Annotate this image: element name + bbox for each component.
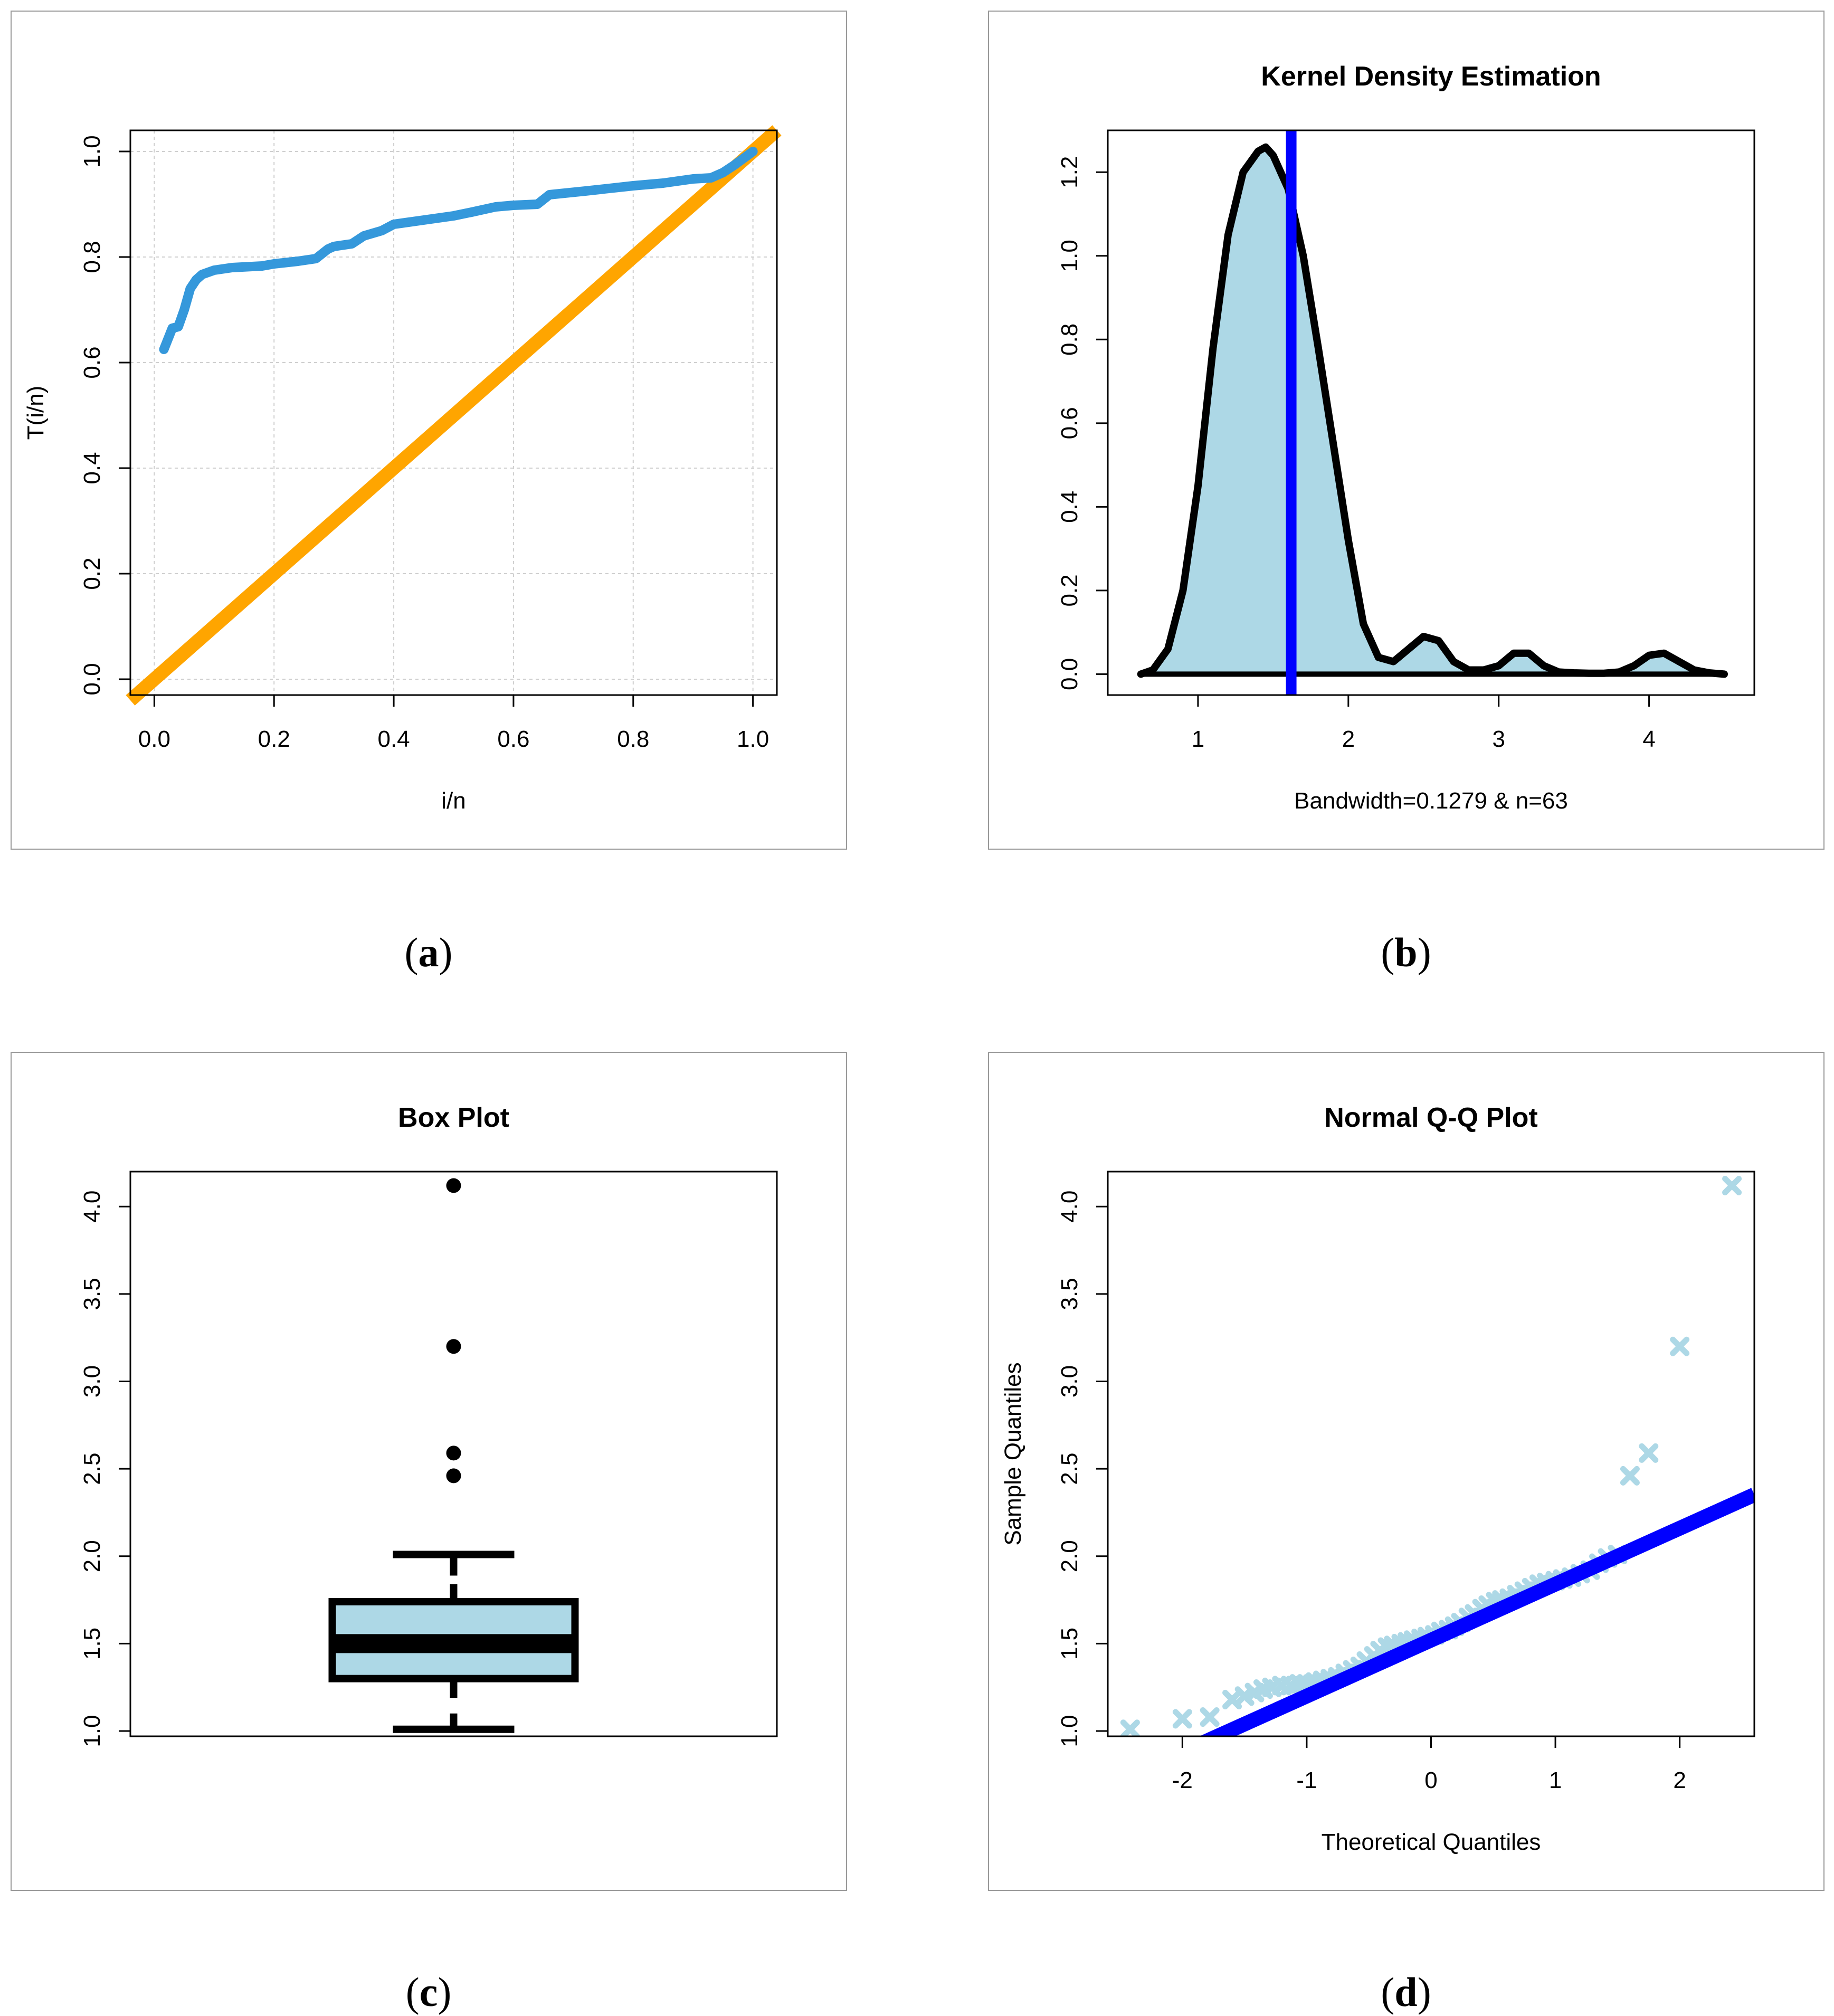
qq-point bbox=[1620, 1466, 1640, 1486]
x-tick-label: -2 bbox=[1172, 1767, 1193, 1793]
panel-a-ttt-plot: 0.0 0.2 0.4 0.6 0.8 1.0 i/n 0.0 0.2 0.4 0.6 0.8 1.0 T… bbox=[11, 11, 847, 850]
x-tick-label: 0.0 bbox=[138, 726, 170, 752]
x-tick-label: 2 bbox=[1673, 1767, 1686, 1793]
x-tick-label: 0.2 bbox=[258, 726, 290, 752]
y-axis-label: Sample Quantiles bbox=[1000, 1362, 1026, 1545]
qq-point bbox=[1670, 1336, 1690, 1356]
y-tick-label: 3.5 bbox=[79, 1278, 105, 1310]
y-tick-label: 0.2 bbox=[79, 557, 105, 589]
plot-frame bbox=[1107, 1171, 1755, 1737]
y-tick-label: 1.0 bbox=[1057, 1715, 1082, 1747]
x-tick-label: 1 bbox=[1192, 726, 1204, 752]
y-tick-label: 1.2 bbox=[1057, 156, 1082, 188]
y-tick-label: 0.6 bbox=[79, 346, 105, 378]
y-tick-label: 2.0 bbox=[1057, 1540, 1082, 1572]
x-tick-label: 3 bbox=[1492, 726, 1505, 752]
y-tick-label: 0.4 bbox=[1057, 491, 1082, 523]
x-tick-label: 0.4 bbox=[377, 726, 410, 752]
y-tick-label: 0.0 bbox=[1057, 658, 1082, 690]
caption-a: (a) bbox=[404, 929, 453, 975]
y-tick-label: 0.8 bbox=[1057, 324, 1082, 356]
kde-chart: Kernel Density Estimation 1 2 3 4 Bandwidth=0… bbox=[1057, 61, 1755, 814]
ttt-chart: 0.0 0.2 0.4 0.6 0.8 1.0 i/n 0.0 0.2 0.4 0.6 0.8 1.0 T… bbox=[23, 125, 782, 814]
qq-point bbox=[1200, 1707, 1220, 1727]
box-chart: Box Plot 1.0 1.5 2.0 2.5 3.0 3.5 4.0 bbox=[79, 1102, 778, 1747]
x-axis-label: Bandwidth=0.1279 & n=63 bbox=[1294, 788, 1568, 814]
x-tick-label: 2 bbox=[1342, 726, 1355, 752]
y-tick-label: 2.5 bbox=[1057, 1453, 1082, 1485]
y-axis-label: T(i/n) bbox=[23, 386, 49, 440]
y-tick-label: 0.0 bbox=[79, 663, 105, 695]
y-tick-label: 1.0 bbox=[79, 1715, 105, 1747]
x-tick-label: 0.8 bbox=[617, 726, 649, 752]
panel-b-kde-plot: Kernel Density Estimation 1 2 3 4 Bandwidth=0… bbox=[988, 11, 1825, 850]
chart-title: Kernel Density Estimation bbox=[1261, 61, 1601, 92]
qq-chart: Normal Q-Q Plot -2 -1 0 1 2 Theoretical Quanti… bbox=[1000, 1102, 1755, 1855]
x-axis-label: Theoretical Quantiles bbox=[1322, 1829, 1541, 1855]
qq-point bbox=[1639, 1443, 1659, 1463]
outlier-point bbox=[446, 1446, 461, 1461]
caption-d: (d) bbox=[1381, 1969, 1431, 2015]
ttt-curve bbox=[159, 147, 758, 354]
x-tick-label: -1 bbox=[1296, 1767, 1317, 1793]
qq-reference-line bbox=[1199, 1488, 1754, 1736]
plot-content bbox=[1120, 1176, 1754, 1736]
y-tick-label: 4.0 bbox=[79, 1191, 105, 1223]
qq-point bbox=[1172, 1709, 1192, 1729]
y-tick-label: 1.0 bbox=[79, 135, 105, 167]
x-axis-label: i/n bbox=[441, 788, 465, 814]
qq-point bbox=[1722, 1176, 1742, 1196]
chart-title: Normal Q-Q Plot bbox=[1324, 1102, 1537, 1133]
y-tick-label: 3.0 bbox=[1057, 1365, 1082, 1397]
y-tick-label: 0.6 bbox=[1057, 407, 1082, 439]
x-tick-label: 0.6 bbox=[497, 726, 529, 752]
chart-title: Box Plot bbox=[398, 1102, 509, 1133]
y-tick-label: 0.4 bbox=[79, 452, 105, 484]
outlier-point bbox=[446, 1339, 461, 1354]
density-curve bbox=[1137, 143, 1728, 678]
caption-b: (b) bbox=[1381, 929, 1431, 975]
y-tick-label: 2.5 bbox=[79, 1453, 105, 1485]
caption-c: (c) bbox=[405, 1969, 452, 2015]
y-tick-label: 2.0 bbox=[79, 1540, 105, 1572]
x-tick-label: 1 bbox=[1549, 1767, 1562, 1793]
outlier-point bbox=[446, 1468, 461, 1484]
y-tick-label: 3.0 bbox=[79, 1365, 105, 1397]
x-tick-label: 4 bbox=[1642, 726, 1655, 752]
panel-c-box-plot: Box Plot 1.0 1.5 2.0 2.5 3.0 3.5 4.0 bbox=[11, 1052, 847, 1891]
panel-d-qq-plot: Normal Q-Q Plot -2 -1 0 1 2 Theoretical Quanti… bbox=[988, 1052, 1825, 1891]
y-tick-label: 0.8 bbox=[79, 241, 105, 273]
x-tick-label: 0 bbox=[1424, 1767, 1437, 1793]
y-tick-label: 4.0 bbox=[1057, 1191, 1082, 1223]
y-tick-label: 1.5 bbox=[1057, 1628, 1082, 1660]
y-tick-label: 1.5 bbox=[79, 1628, 105, 1660]
outlier-point bbox=[446, 1178, 461, 1193]
x-tick-label: 1.0 bbox=[737, 726, 769, 752]
y-tick-label: 0.2 bbox=[1057, 574, 1082, 606]
y-tick-label: 1.0 bbox=[1057, 240, 1082, 272]
qq-point bbox=[1120, 1719, 1140, 1736]
diagonal-line bbox=[126, 125, 782, 706]
y-tick-label: 3.5 bbox=[1057, 1278, 1082, 1310]
